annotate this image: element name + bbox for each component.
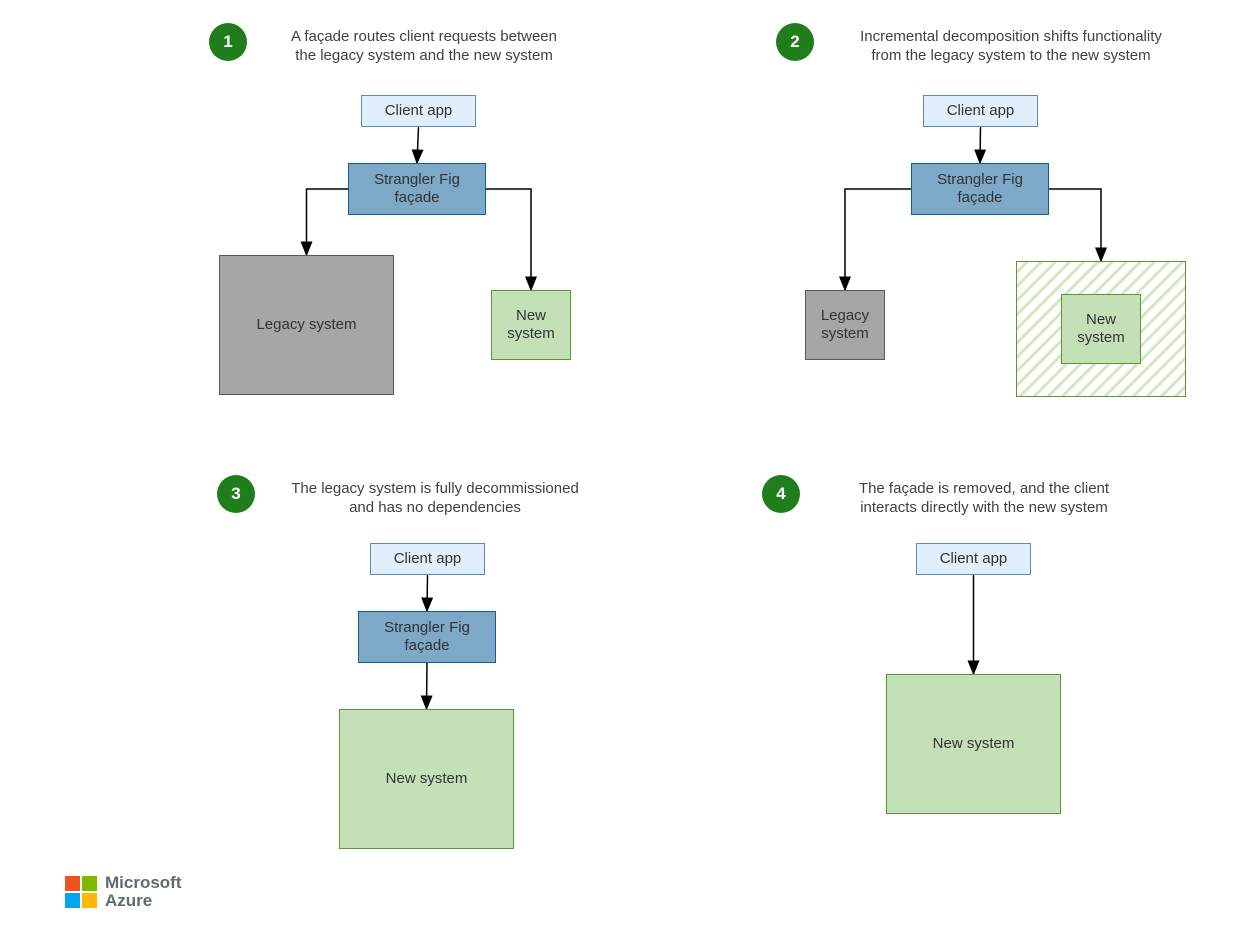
diagram-box: Client app bbox=[370, 543, 485, 575]
diagram-box: Client app bbox=[916, 543, 1031, 575]
edge-layer bbox=[0, 0, 1255, 942]
logo-line1: Microsoft bbox=[105, 874, 182, 892]
box-label: New system bbox=[933, 735, 1015, 753]
diagram-box: Strangler Figfaçade bbox=[348, 163, 486, 215]
step-badge: 1 bbox=[209, 23, 247, 61]
diagram-box: Newsystem bbox=[491, 290, 571, 360]
step-caption: The façade is removed, and the clientint… bbox=[819, 480, 1149, 518]
box-label: Client app bbox=[947, 102, 1015, 120]
step-caption: The legacy system is fully decommissione… bbox=[270, 480, 600, 518]
diagram-box: New system bbox=[339, 709, 514, 849]
box-label: Client app bbox=[940, 550, 1008, 568]
flow-arrow bbox=[307, 189, 349, 255]
box-label: Client app bbox=[394, 550, 462, 568]
diagram-canvas: Microsoft Azure 1 A façade routes client … bbox=[0, 0, 1255, 942]
diagram-box: Strangler Figfaçade bbox=[911, 163, 1049, 215]
flow-arrow bbox=[427, 575, 428, 611]
diagram-box: Strangler Figfaçade bbox=[358, 611, 496, 663]
flow-arrow bbox=[845, 189, 911, 290]
flow-arrow bbox=[427, 663, 428, 709]
diagram-box: Legacy system bbox=[219, 255, 394, 395]
box-label: Strangler Figfaçade bbox=[384, 619, 470, 655]
microsoft-logo-icon bbox=[65, 876, 97, 908]
microsoft-azure-logo: Microsoft Azure bbox=[65, 874, 182, 910]
step-badge: 3 bbox=[217, 475, 255, 513]
box-label: Legacysystem bbox=[821, 307, 869, 343]
flow-arrow bbox=[417, 127, 419, 163]
box-label: Legacy system bbox=[256, 316, 356, 334]
flow-arrow bbox=[980, 127, 981, 163]
box-label: Strangler Figfaçade bbox=[374, 171, 460, 207]
logo-text: Microsoft Azure bbox=[105, 874, 182, 910]
box-label: Newsystem bbox=[1077, 311, 1125, 347]
box-label: Strangler Figfaçade bbox=[937, 171, 1023, 207]
step-caption: A façade routes client requests betweent… bbox=[264, 28, 584, 66]
box-label: Client app bbox=[385, 102, 453, 120]
box-label: New system bbox=[386, 770, 468, 788]
diagram-box: Legacysystem bbox=[805, 290, 885, 360]
box-label: Newsystem bbox=[507, 307, 555, 343]
diagram-box: Client app bbox=[361, 95, 476, 127]
flow-arrow bbox=[1049, 189, 1101, 261]
step-badge: 2 bbox=[776, 23, 814, 61]
diagram-box: Client app bbox=[923, 95, 1038, 127]
diagram-box: Newsystem bbox=[1061, 294, 1141, 364]
flow-arrow bbox=[486, 189, 531, 290]
diagram-box: New system bbox=[886, 674, 1061, 814]
step-badge: 4 bbox=[762, 475, 800, 513]
logo-line2: Azure bbox=[105, 892, 182, 910]
step-caption: Incremental decomposition shifts functio… bbox=[826, 28, 1196, 66]
